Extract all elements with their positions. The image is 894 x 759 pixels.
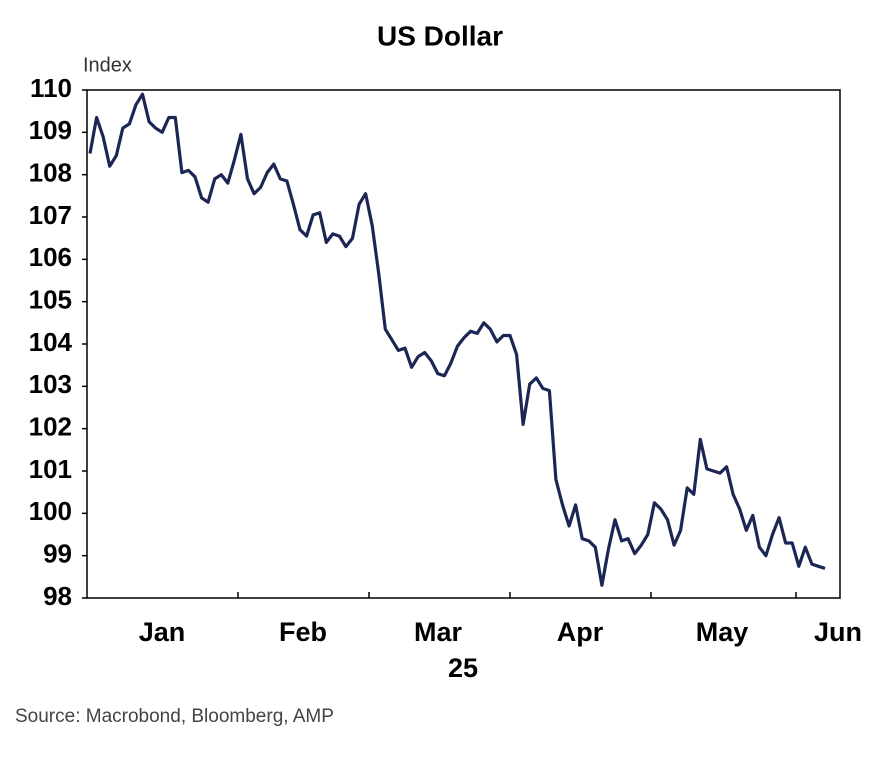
y-tick-label: 106: [29, 242, 72, 272]
y-tick-label: 109: [29, 115, 72, 145]
x-tick-label: Jan: [139, 617, 186, 647]
source: Source: Macrobond, Bloomberg, AMP: [15, 706, 334, 727]
y-tick-label: 105: [29, 285, 72, 315]
y-tick-label: 103: [29, 369, 72, 399]
x-tick-label: Jun: [814, 617, 862, 647]
year-label: 25: [448, 653, 478, 683]
y-tick-label: 98: [43, 581, 72, 611]
y-tick-label: 99: [43, 539, 72, 569]
x-tick-label: Apr: [557, 617, 604, 647]
y-tick-label: 101: [29, 454, 72, 484]
y-tick-label: 108: [29, 158, 72, 188]
line-series: [88, 92, 826, 587]
x-tick-label: Feb: [279, 617, 327, 647]
y-tick-label: 110: [30, 73, 72, 103]
y-tick-label: 102: [29, 412, 72, 442]
plot-frame: [86, 89, 841, 599]
x-tick-label: Mar: [414, 617, 463, 647]
y-tick-label: 100: [29, 496, 72, 526]
chart-title: US Dollar: [377, 20, 503, 51]
y-tick-label: 104: [29, 327, 73, 357]
x-tick-label: May: [696, 617, 749, 647]
y-axis-label: Index: [83, 54, 132, 76]
y-tick-label: 107: [29, 200, 72, 230]
